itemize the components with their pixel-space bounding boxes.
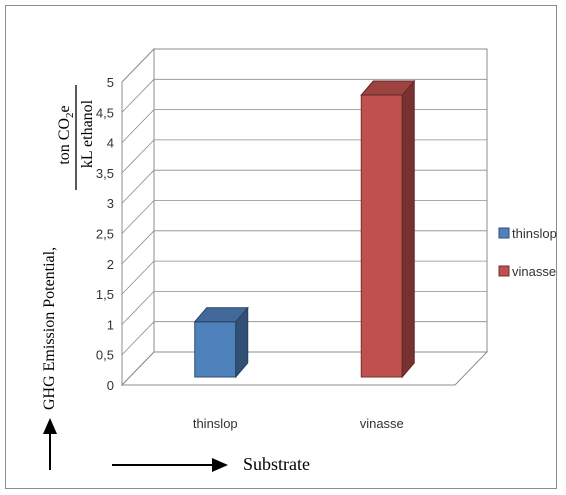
y-axis-label-main: GHG Emission Potential, [41,247,58,410]
legend-label-vinasse: vinasse [512,264,556,279]
gridline-side [121,230,155,265]
gridline-side [121,351,155,386]
y-tick-label: 1 [107,317,114,332]
bar-front-thinslop [194,321,237,378]
y-tick-label: 2,5 [96,227,114,242]
gridline-side [121,321,155,355]
gridline-side [121,48,155,83]
y-tick-label: 1,5 [96,287,114,302]
legend-label-thinslop: thinslop [512,226,557,241]
legend: thinslop vinasse [498,226,557,279]
bar-side-vinasse [401,79,415,379]
y-axis-ticks: 0 0,5 1 1,5 2 2,5 3 3,5 4 4,5 5 [96,75,114,393]
legend-swatch-vinasse [498,265,510,277]
gridline-side [121,139,155,174]
x-category-thinslop: thinslop [193,416,238,431]
bar-vinasse [360,79,416,379]
y-tick-label: 3 [107,196,114,211]
y-axis-unit-fraction: ton CO2e kL ethanol [56,85,96,190]
bar-top-thinslop [193,307,249,323]
gridline-side [121,79,155,113]
bars [193,79,416,379]
y-axis-arrow-icon [43,418,57,470]
gridline-side [121,109,155,143]
gridline-side [121,260,155,295]
gridline-side [121,291,155,325]
y-axis-unit-denominator: kL ethanol [79,99,96,168]
y-axis-label: GHG Emission Potential, [41,247,58,410]
x-axis-arrow-icon [112,458,228,472]
y-tick-label: 4,5 [96,105,114,120]
y-tick-label: 0 [107,378,114,393]
chart-floor [120,351,489,386]
bar-top-vinasse [360,80,416,96]
y-tick-label: 0,5 [96,348,114,363]
bar-thinslop [193,306,249,379]
gridline-side [121,169,155,204]
x-category-vinasse: vinasse [360,416,404,431]
y-tick-label: 4 [107,136,114,151]
y-tick-label: 2 [107,257,114,272]
y-tick-label: 5 [107,75,114,90]
x-axis-categories: thinslop vinasse [193,416,404,431]
y-tick-label: 3,5 [96,166,114,181]
gridline-side [121,200,155,234]
legend-swatch-thinslop [498,227,510,239]
bar-front-vinasse [360,94,403,378]
x-axis-label: Substrate [243,454,310,474]
y-axis-unit-numerator: ton CO2e [56,105,76,164]
